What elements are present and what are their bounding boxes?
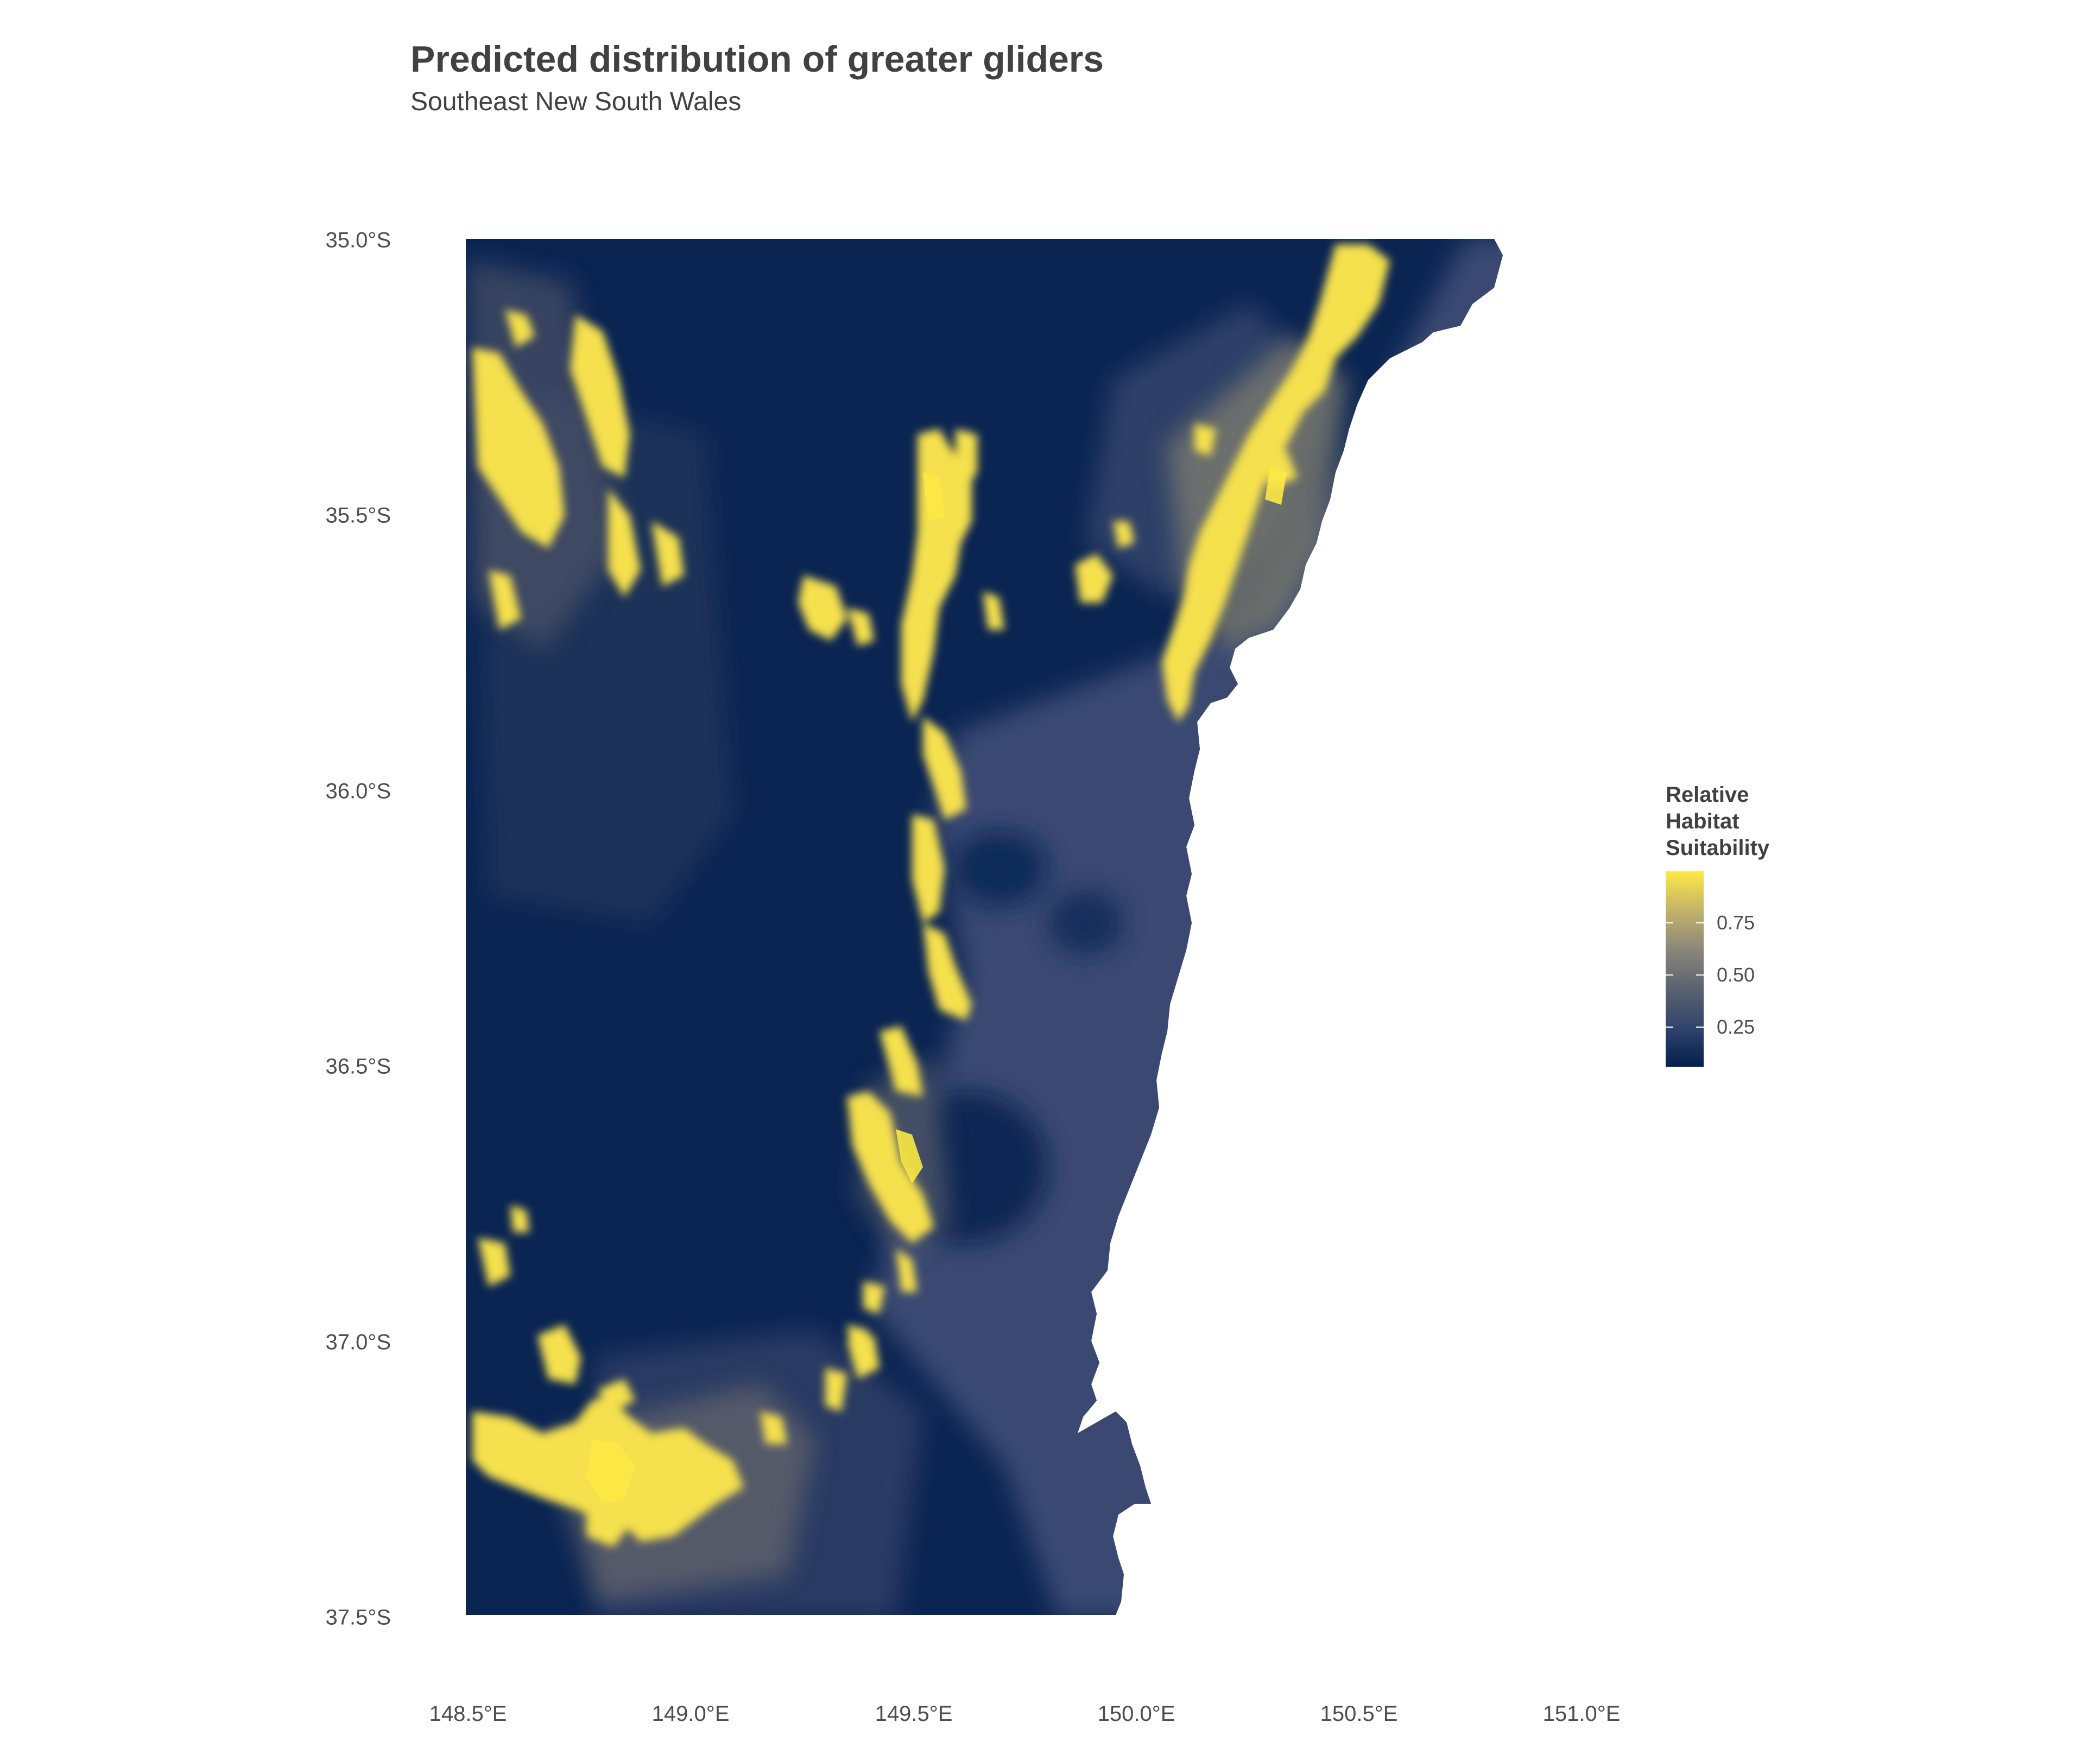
- legend-colorbar: [1666, 871, 1704, 1067]
- legend-label-0-50: 0.50: [1717, 964, 1755, 986]
- legend-title: Relative Habitat Suitability: [1666, 783, 1770, 860]
- lat-label-37-0: 37.0°S: [325, 1330, 391, 1354]
- legend-label-0-75: 0.75: [1717, 911, 1755, 934]
- lat-label-35-5: 35.5°S: [325, 503, 391, 528]
- lon-label-149-0: 149.0°E: [651, 1702, 730, 1726]
- map-subtitle: Southeast New South Wales: [410, 87, 742, 116]
- lon-label-149-5: 149.5°E: [875, 1702, 953, 1726]
- lon-label-150-5: 150.5°E: [1320, 1702, 1398, 1726]
- lon-label-151-0: 151.0°E: [1542, 1702, 1621, 1726]
- lat-label-36-0: 36.0°S: [325, 779, 391, 803]
- lon-label-150-0: 150.0°E: [1097, 1702, 1175, 1726]
- map-title: Predicted distribution of greater glider…: [410, 39, 1104, 80]
- lat-label-35-0: 35.0°S: [325, 228, 391, 252]
- lat-label-36-5: 36.5°S: [325, 1054, 391, 1079]
- lat-label-37-5: 37.5°S: [325, 1605, 391, 1630]
- lon-label-148-5: 148.5°E: [429, 1702, 507, 1726]
- legend-label-0-25: 0.25: [1717, 1016, 1755, 1038]
